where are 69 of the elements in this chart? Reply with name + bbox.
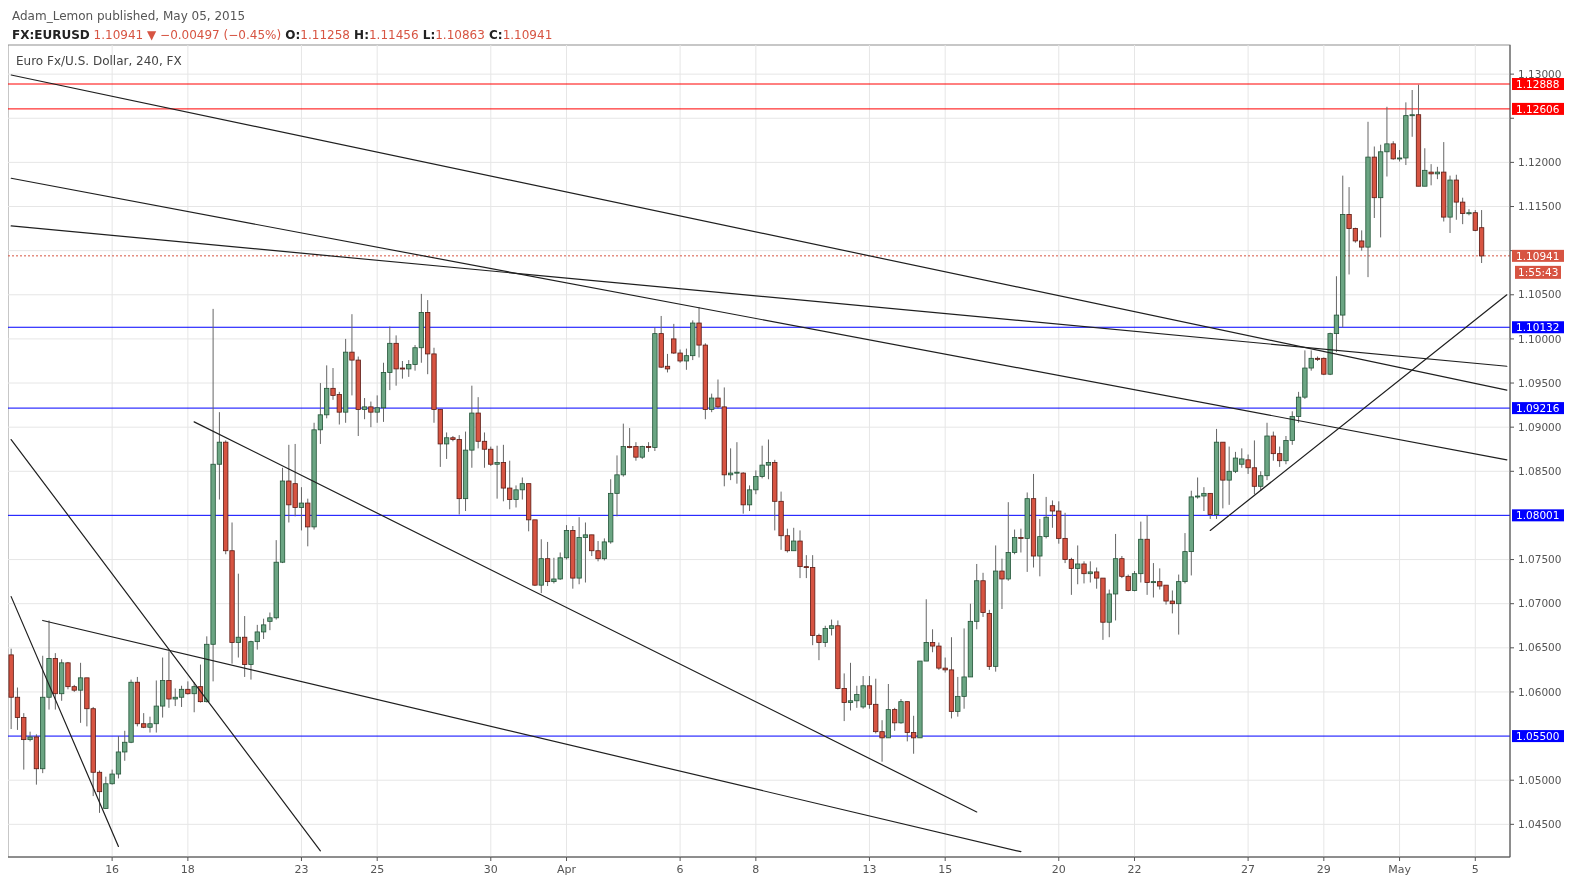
y-tick-label: 1.07500 [1518,553,1562,566]
candlestick [1207,492,1213,520]
candlestick [1150,562,1157,599]
y-tick-label: 1.04500 [1518,818,1562,831]
ref-line-label: 1.10941 [1516,249,1560,262]
x-tick-label: 15 [938,863,953,876]
candlestick [27,731,33,742]
x-tick-label: May [1388,863,1412,876]
candlestick [709,393,715,413]
candlestick [1390,140,1396,161]
x-tick-label: 27 [1241,863,1256,876]
y-tick-label: 1.13000 [1518,67,1562,80]
x-tick-label: 20 [1051,863,1066,876]
text: Adam_Lemon published, May 05, 2015 [12,9,246,23]
candlestick [544,541,551,587]
candlestick [1075,544,1081,585]
candlestick [444,431,450,460]
candlestick [361,397,368,420]
y-tick-label: 1.10500 [1518,288,1562,301]
candlestick [1428,163,1434,186]
text: Euro Fx/U.S. Dollar, 240, FX [16,54,182,68]
x-tick-label: 13 [862,863,877,876]
y-tick-label: 1.10000 [1518,332,1562,345]
candlestick [368,401,374,428]
y-tick-label: 1.12000 [1518,156,1562,169]
candlestick [892,707,898,732]
candlestick [235,573,241,659]
x-tick-label: 8 [752,863,760,876]
y-tick-label: 1.06000 [1518,685,1562,698]
candlestick [1018,528,1024,553]
x-tick-label: 6 [676,863,684,876]
candlestick [494,445,500,500]
ref-line-label: 1.12888 [1516,77,1560,90]
x-tick-label: 18 [180,863,195,876]
y-tick-label: 1.09000 [1518,420,1562,433]
y-tick-label: 1.07000 [1518,597,1562,610]
x-tick-label: 5 [1471,863,1479,876]
candlestick [298,486,305,531]
x-tick-label: 22 [1127,863,1142,876]
text: FX:EURUSD 1.10941 ▼ −0.00497 (−0.45%) O:1.11258 H:1.11456 L:1.10863 C:1.10941 [12,28,553,42]
candlestick [999,558,1005,610]
y-tick-label: 1.08500 [1518,464,1562,477]
y-tick-label: 1.11500 [1518,200,1562,213]
y-tick-label: 1.09500 [1518,376,1562,389]
x-tick-label: 30 [483,863,498,876]
ref-line-label: 1.08001 [1516,509,1560,522]
ref-line-label: 1.12606 [1516,102,1560,115]
ref-line-label: 1.09216 [1516,401,1560,414]
candlestick [898,698,904,725]
x-tick-label: 16 [105,863,120,876]
candlestick [1081,560,1087,584]
y-tick-label: 1.05000 [1518,773,1562,786]
candlestick [1422,147,1428,187]
candlestick [77,662,84,724]
x-tick-label: 29 [1316,863,1331,876]
ref-line-label: 1.05500 [1516,729,1560,742]
candlestick [305,498,311,547]
candlestick [791,527,797,552]
candlestick [185,680,191,696]
candlestick [166,650,172,709]
candlestick [191,681,197,713]
ref-line-label: 1.10132 [1516,320,1560,333]
x-tick-label: 25 [370,863,385,876]
candlestick [1466,208,1472,216]
text: 1:55:43 [1518,266,1559,279]
x-tick-label: Apr [557,863,577,876]
y-tick-label: 1.06500 [1518,641,1562,654]
candlestick [1087,560,1093,584]
x-tick-label: 23 [294,863,309,876]
